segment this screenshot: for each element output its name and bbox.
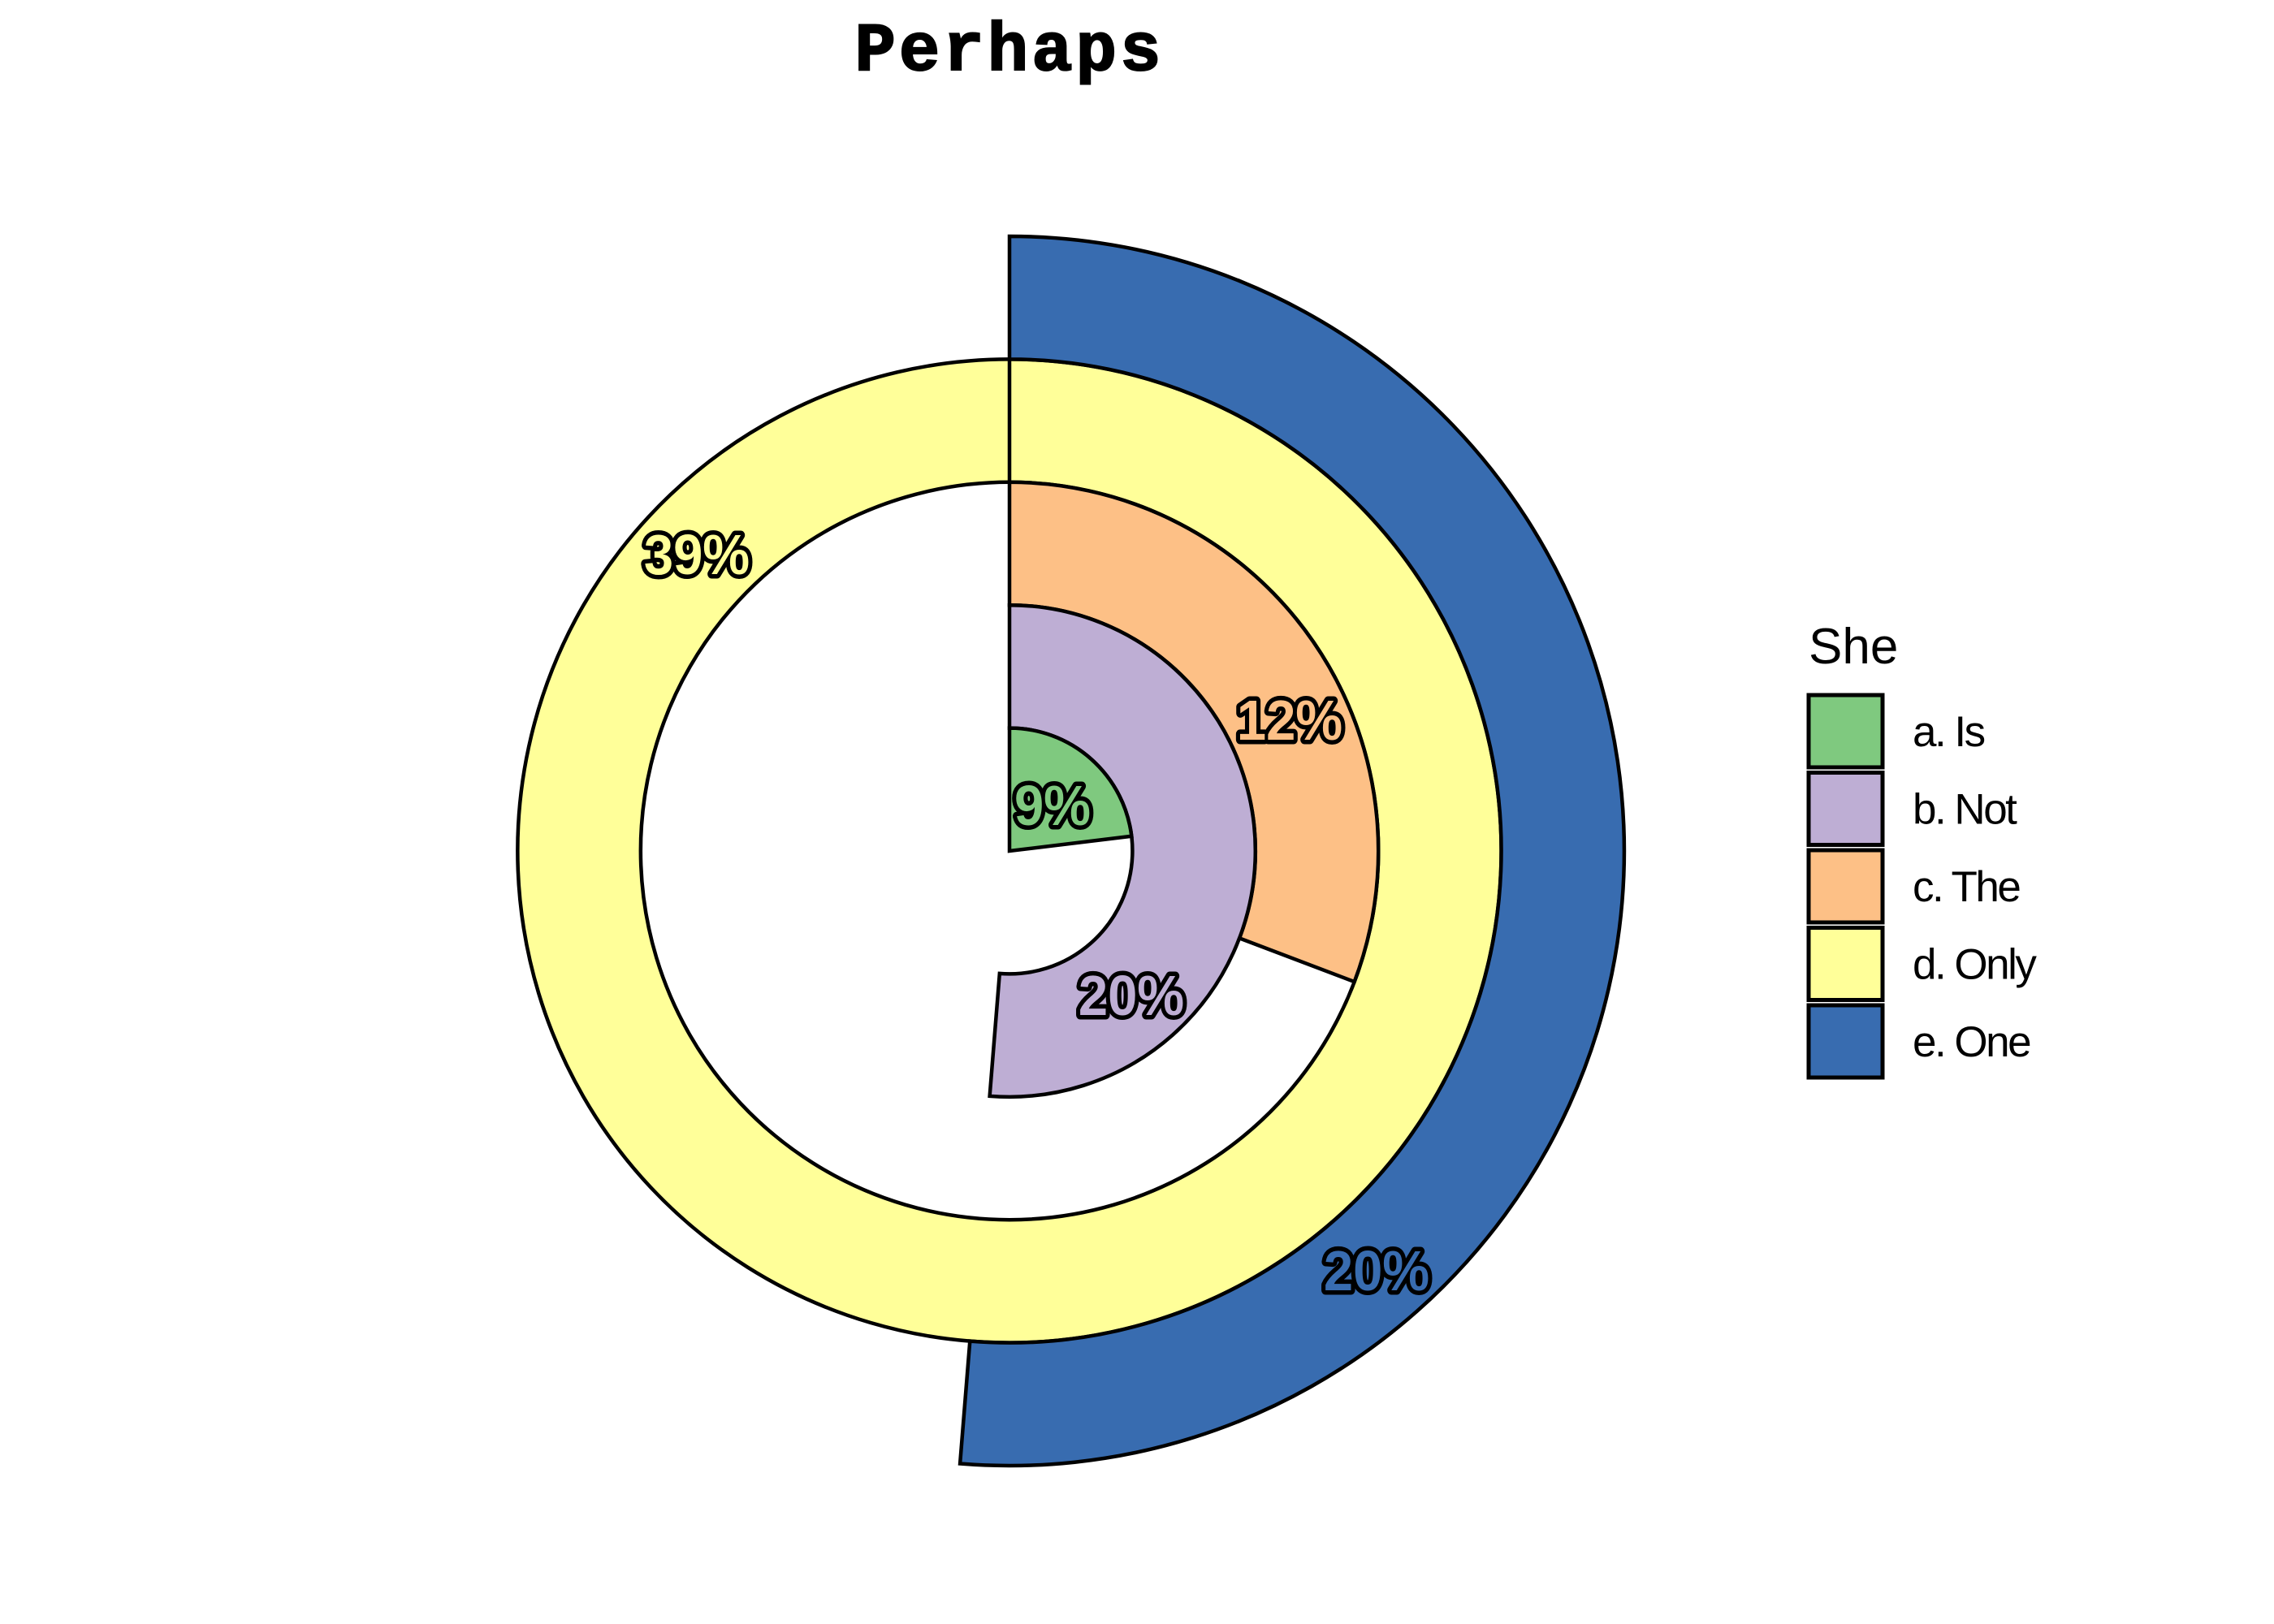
svg-text:e. One: e. One: [1913, 1018, 2030, 1066]
svg-text:b. Not: b. Not: [1913, 786, 2017, 834]
svg-text:9%: 9%: [1014, 775, 1091, 838]
svg-text:a. Is: a. Is: [1913, 708, 1985, 756]
svg-text:20%: 20%: [1079, 965, 1184, 1028]
svg-text:d. Only: d. Only: [1913, 941, 2037, 989]
svg-text:She: She: [1809, 619, 1898, 675]
svg-text:c. The: c. The: [1913, 863, 2020, 911]
svg-text:Perhaps: Perhaps: [855, 14, 1161, 91]
svg-text:20%: 20%: [1324, 1240, 1429, 1303]
svg-text:12%: 12%: [1237, 689, 1342, 753]
svg-text:39%: 39%: [644, 524, 750, 587]
